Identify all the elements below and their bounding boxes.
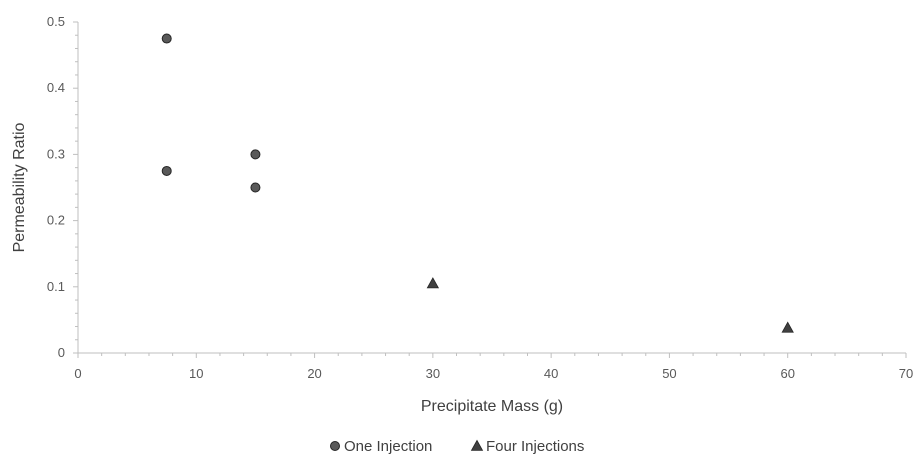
one-injection-point (161, 33, 172, 44)
one-injection-point (250, 149, 261, 160)
data-points (161, 33, 794, 333)
x-tick-label: 30 (426, 366, 440, 381)
y-tick-label: 0.3 (47, 146, 65, 161)
x-tick-label: 60 (780, 366, 794, 381)
legend-label: Four Injections (486, 438, 584, 455)
y-tick-label: 0 (58, 345, 65, 360)
y-tick-label: 0.4 (47, 80, 65, 95)
one-injection-point (250, 182, 261, 193)
legend-triangle-marker (470, 439, 484, 451)
legend: One Injection Four Injections (330, 438, 584, 455)
x-tick-label: 20 (307, 366, 321, 381)
y-ticks: 0 0.1 0.2 0.3 0.4 0.5 (47, 14, 78, 360)
one-injection-point (161, 165, 172, 176)
legend-circle-marker (330, 441, 340, 451)
legend-label: One Injection (344, 438, 432, 455)
y-tick-label: 0.2 (47, 213, 65, 228)
x-tick-label: 50 (662, 366, 676, 381)
four-injections-point (781, 321, 794, 333)
y-tick-label: 0.5 (47, 14, 65, 29)
x-axis-title: Precipitate Mass (g) (421, 398, 563, 415)
x-tick-label: 10 (189, 366, 203, 381)
x-tick-label: 70 (899, 366, 913, 381)
x-ticks: 0 10 20 30 40 50 60 70 (74, 353, 913, 381)
x-tick-label: 40 (544, 366, 558, 381)
axes (77, 22, 906, 354)
four-injections-point (426, 277, 440, 289)
y-axis-title: Permeability Ratio (11, 122, 28, 252)
x-tick-label: 0 (74, 366, 81, 381)
y-tick-label: 0.1 (47, 279, 65, 294)
